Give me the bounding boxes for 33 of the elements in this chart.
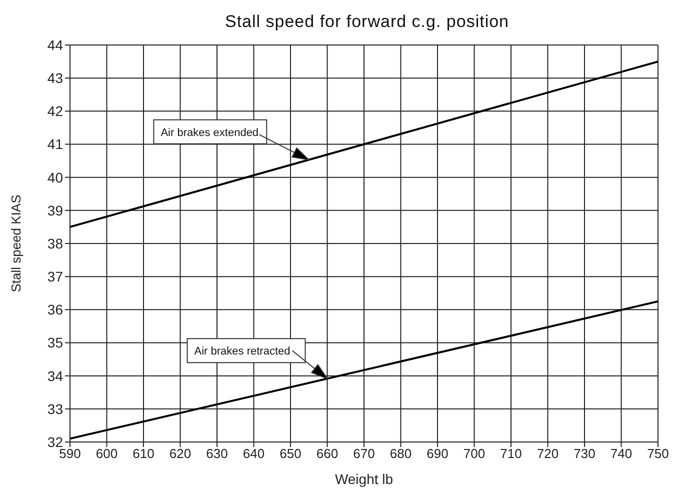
y-tick-label: 37 (47, 268, 64, 285)
x-tick-label: 710 (500, 446, 522, 462)
x-tick-label: 660 (316, 446, 338, 462)
y-axis-title: Stall speed KIAS (8, 194, 24, 292)
y-tick-label: 33 (47, 400, 64, 417)
x-tick-label: 640 (242, 446, 265, 462)
y-tick-label: 40 (47, 169, 64, 186)
y-tick-label: 43 (47, 70, 64, 86)
x-tick-label: 620 (169, 446, 192, 462)
y-tick-label: 41 (47, 136, 64, 152)
x-tick-label: 740 (610, 446, 632, 462)
x-tick-label: 630 (206, 446, 228, 462)
annotation: Air brakes extended (160, 126, 259, 139)
x-tick-label: 680 (390, 446, 412, 462)
x-tick-label: 700 (463, 446, 486, 462)
y-tick-label: 34 (47, 368, 64, 384)
y-tick-label: 42 (47, 103, 64, 120)
x-tick-label: 650 (280, 446, 302, 462)
y-tick-label: 38 (47, 235, 64, 252)
annotation: Air brakes retracted (194, 346, 290, 358)
x-tick-label: 730 (574, 446, 596, 462)
y-tick-label: 36 (47, 302, 64, 318)
x-tick-label: 720 (536, 446, 559, 462)
x-tick-label: 690 (426, 446, 448, 462)
x-tick-label: 750 (647, 446, 669, 462)
chart-title: Stall speed for forward c.g. position (224, 12, 510, 32)
x-tick-label: 600 (96, 446, 118, 462)
x-tick-label: 670 (353, 446, 375, 462)
y-tick-label: 35 (47, 334, 64, 351)
x-axis-title: Weight lb (334, 471, 394, 487)
y-tick-label: 44 (47, 36, 64, 53)
y-tick-label: 39 (47, 202, 64, 218)
x-tick-label: 610 (132, 446, 154, 462)
